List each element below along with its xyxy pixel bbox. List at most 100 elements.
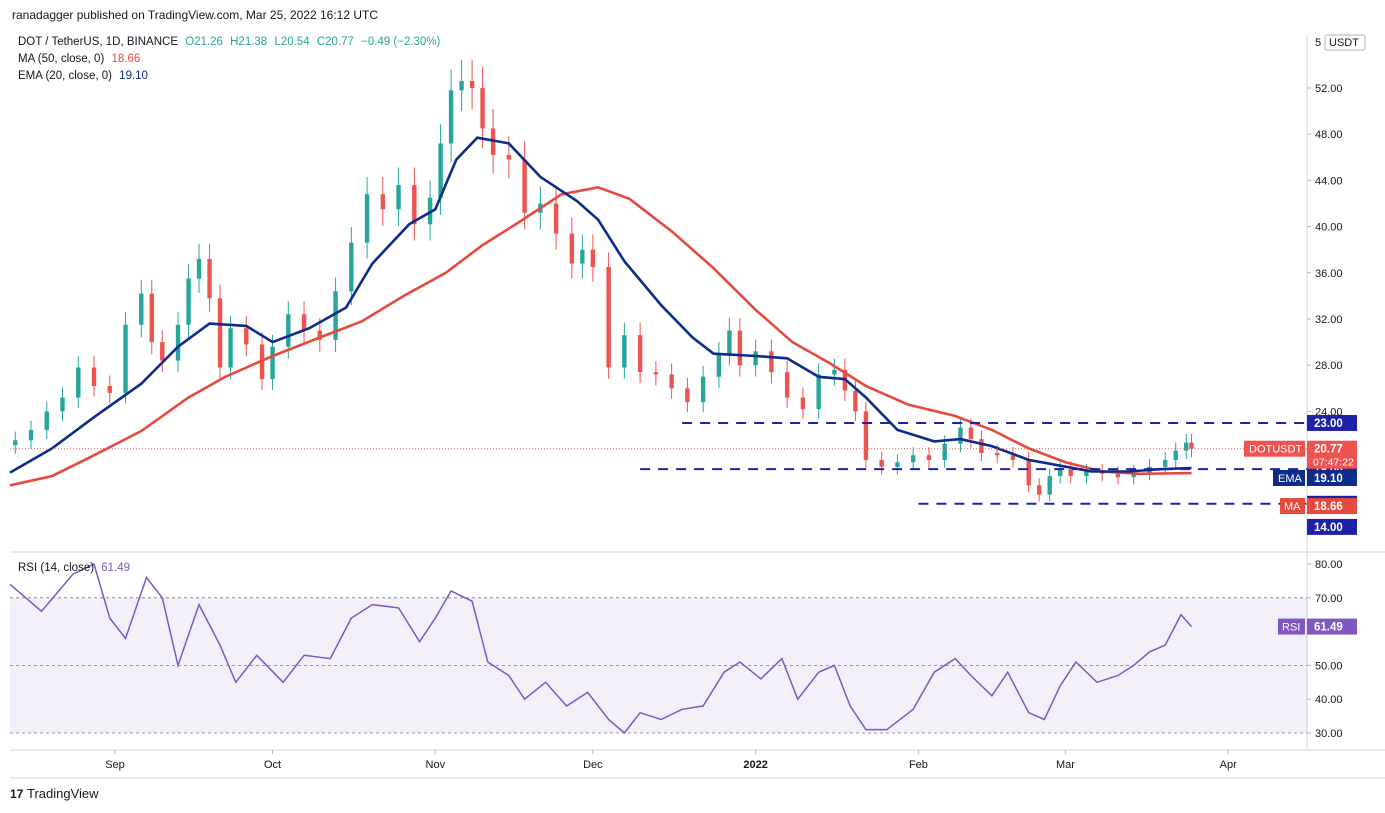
- level-tag-bg: [1307, 414, 1357, 431]
- ohlc-open: O21.26: [185, 36, 223, 48]
- candle-body: [910, 455, 916, 463]
- rsi-tick-label: 80.00: [1315, 559, 1343, 571]
- candle-body: [753, 351, 758, 366]
- time-tick-label: Apr: [1220, 759, 1237, 771]
- candle-body: [816, 374, 821, 410]
- ma-price-tag-bg: [1307, 498, 1357, 515]
- candle-body: [622, 335, 627, 368]
- ma-label: MA (50, close, 0): [18, 53, 105, 65]
- candle-body: [606, 267, 611, 368]
- ema-value: 19.10: [119, 70, 148, 82]
- candle-body: [412, 185, 417, 225]
- candle-body: [590, 249, 596, 268]
- countdown-label: 07:47:22: [1313, 457, 1354, 469]
- candle-body: [1173, 450, 1178, 460]
- ohlc-close: C20.77: [316, 36, 354, 48]
- candle-body: [580, 249, 585, 264]
- candle-body: [727, 330, 732, 354]
- ma-tag-name: MA: [1284, 501, 1301, 513]
- ma-value: 18.66: [111, 53, 141, 65]
- candle-body: [60, 397, 65, 412]
- time-tick-label: Dec: [583, 759, 603, 771]
- rsi-tick-label: 40.00: [1315, 694, 1343, 706]
- ema-price-tag-bg: [1307, 469, 1357, 486]
- symbol-tag-bg: [1244, 440, 1305, 457]
- last-price-tag-bg: [1307, 440, 1357, 469]
- candle-body: [926, 455, 932, 460]
- rsi-line: [9, 562, 1193, 735]
- ema-price-tag-label: 19.10: [1314, 473, 1343, 485]
- rsi-tick-label: 70.00: [1315, 593, 1343, 605]
- candle-body: [700, 376, 706, 403]
- candle-body: [480, 88, 485, 129]
- ema-label: EMA (20, close, 0): [18, 70, 112, 82]
- footer-brand: TradingView: [26, 786, 99, 801]
- candle-body: [716, 353, 722, 377]
- rsi-value-tag-bg: [1307, 618, 1357, 635]
- candle-body: [737, 330, 743, 366]
- ema-legend: EMA (20, close, 0) 19.10: [18, 70, 152, 82]
- candle-body: [301, 314, 307, 331]
- tv-logo-icon: 17: [10, 787, 24, 801]
- rsi-label: RSI (14, close): [18, 562, 95, 574]
- candle-body: [637, 335, 643, 373]
- candle-body: [1163, 459, 1168, 467]
- candle-body: [459, 81, 464, 91]
- ma-tag-bg: [1280, 498, 1305, 515]
- candle-body: [13, 440, 18, 446]
- candle-body: [1184, 442, 1189, 451]
- candle-body: [1084, 471, 1089, 477]
- ohlc-high: H21.38: [230, 36, 268, 48]
- candle-body: [286, 314, 291, 347]
- candle-body: [228, 328, 233, 368]
- ma-price-tag-label: 18.66: [1314, 501, 1343, 513]
- candle-body: [438, 143, 443, 198]
- time-tick-label: Sep: [105, 759, 125, 771]
- candle-body: [1010, 455, 1016, 460]
- candle-body: [832, 369, 837, 375]
- candle-body: [186, 278, 191, 325]
- candle-body: [28, 429, 34, 441]
- candle-body: [175, 324, 181, 361]
- candle-body: [1068, 469, 1073, 477]
- candle-body: [217, 298, 223, 368]
- symbol-legend: DOT / TetherUS, 1D, BINANCE O21.26 H21.3…: [18, 36, 444, 48]
- price-change: −0.49 (−2.30%): [361, 36, 441, 48]
- symbol-tag-name: DOTUSDT: [1249, 444, 1302, 456]
- candle-body: [76, 367, 81, 398]
- tradingview-logo[interactable]: 17 TradingView: [10, 786, 99, 801]
- price-tick-label: 28.00: [1315, 360, 1343, 372]
- candle-body: [1047, 476, 1052, 495]
- rsi-tag-name: RSI: [1282, 622, 1300, 634]
- currency-box: [1324, 34, 1366, 51]
- price-top-tick-label: 5: [1315, 37, 1321, 49]
- price-tick-label: 48.00: [1315, 129, 1343, 141]
- price-tick-label: 52.00: [1315, 83, 1343, 95]
- ema-tag-bg: [1273, 469, 1305, 486]
- publisher-line: ranadagger published on TradingView.com,…: [12, 8, 379, 22]
- candle-body: [784, 372, 790, 398]
- candle-body: [244, 328, 249, 345]
- candle-body: [123, 324, 128, 393]
- candle-body: [380, 194, 386, 210]
- candle-body: [207, 258, 212, 299]
- time-tick-label: Feb: [909, 759, 928, 771]
- candle-body: [958, 427, 963, 444]
- price-tick-label: 36.00: [1315, 268, 1343, 280]
- candle-body: [522, 159, 527, 213]
- level-tag-label: 14.00: [1314, 522, 1343, 534]
- candle-body: [107, 385, 112, 393]
- candle-body: [91, 367, 97, 386]
- candle-body: [968, 427, 974, 440]
- ma-line: [9, 185, 1192, 487]
- candle-body: [1036, 485, 1042, 495]
- time-tick-label: Mar: [1056, 759, 1075, 771]
- rsi-tick-label: 50.00: [1315, 660, 1343, 672]
- candle-body: [160, 342, 165, 361]
- candle-body: [1189, 442, 1194, 449]
- candle-body: [994, 452, 1000, 456]
- candles: [13, 59, 1194, 502]
- candle-body: [396, 185, 401, 210]
- time-tick-label: 2022: [743, 759, 767, 771]
